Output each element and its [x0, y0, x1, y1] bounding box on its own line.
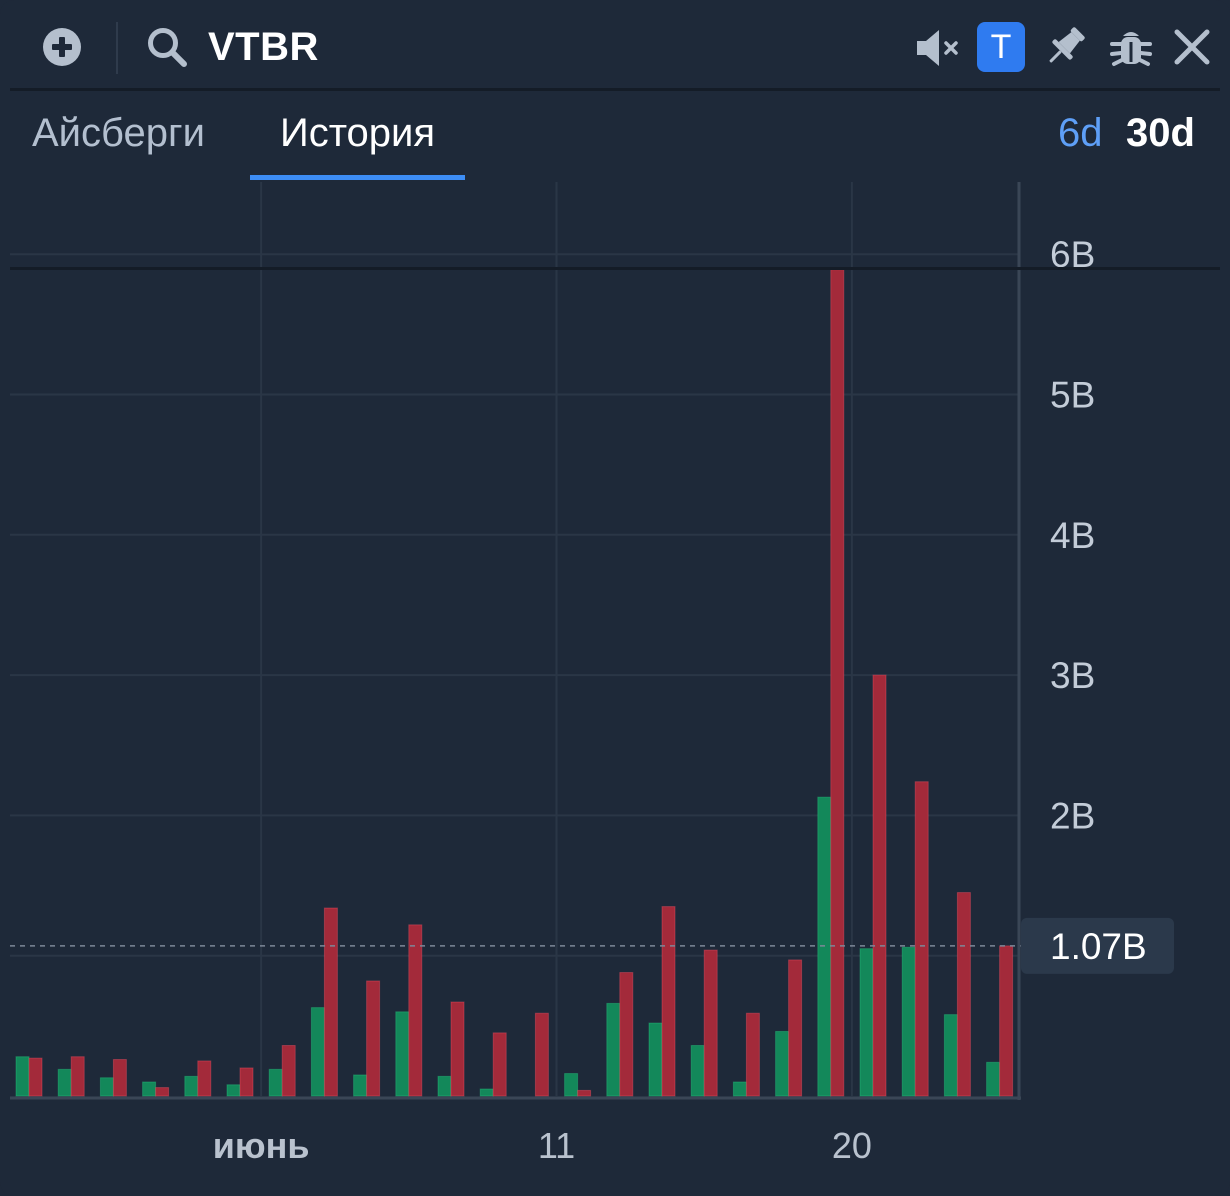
sell-bar	[956, 892, 971, 1097]
x-tick-label: 20	[832, 1125, 872, 1166]
y-tick-label: 3B	[1050, 655, 1095, 696]
sell-bar	[745, 1012, 760, 1097]
sell-bar	[366, 980, 381, 1097]
sell-bar	[323, 907, 338, 1097]
chart-bars	[15, 269, 1014, 1097]
mute-button[interactable]	[912, 24, 964, 72]
buy-bar	[395, 1011, 410, 1097]
range-6d-button[interactable]: 6d	[1058, 111, 1103, 155]
buy-bar	[732, 1081, 747, 1097]
tab-icebergs[interactable]: Айсберги	[32, 111, 205, 155]
sell-bar	[872, 674, 887, 1097]
sell-bar	[619, 972, 634, 1097]
sell-bar	[830, 269, 845, 1097]
y-tick-label: 4B	[1050, 515, 1095, 556]
close-icon	[1174, 29, 1210, 65]
x-tick-label: 11	[538, 1125, 575, 1166]
sell-bar	[408, 924, 423, 1097]
reference-badge	[1021, 917, 1174, 974]
close-button[interactable]	[1170, 24, 1214, 70]
buy-bar	[226, 1084, 241, 1097]
pin-icon	[1049, 27, 1085, 63]
header-divider	[116, 22, 118, 74]
y-tick-label: 5B	[1050, 375, 1095, 416]
buy-bar	[268, 1068, 283, 1097]
search-button[interactable]	[142, 22, 192, 72]
sell-bar	[661, 906, 676, 1097]
sell-bar	[281, 1044, 296, 1097]
speaker-muted-icon	[917, 30, 958, 66]
ticker-symbol[interactable]: VTBR	[208, 25, 319, 69]
sell-bar	[788, 959, 803, 1097]
tab-history[interactable]: История	[279, 111, 436, 155]
sell-bar	[197, 1060, 212, 1097]
buy-bar	[437, 1075, 452, 1097]
range-30d-button[interactable]: 30d	[1126, 111, 1195, 155]
sell-bar	[450, 1001, 465, 1097]
sell-bar	[112, 1059, 127, 1097]
sell-bar	[999, 945, 1014, 1097]
add-button[interactable]	[40, 25, 84, 69]
buy-bar	[901, 946, 916, 1097]
t-button[interactable]: T	[977, 22, 1025, 72]
buy-bar	[690, 1044, 705, 1097]
tabs-divider-line	[10, 267, 1220, 270]
sell-bar	[914, 781, 929, 1097]
sell-bar	[534, 1012, 549, 1097]
x-tick-label: июнь	[213, 1125, 310, 1166]
sell-bar	[28, 1057, 43, 1097]
buy-bar	[184, 1075, 199, 1097]
buy-bar	[479, 1088, 494, 1097]
buy-bar	[564, 1073, 579, 1097]
buy-bar	[859, 948, 874, 1097]
plus-circle-icon	[43, 28, 81, 66]
chart-grid	[10, 182, 1019, 1096]
sell-bar	[70, 1056, 85, 1097]
sell-bar	[239, 1067, 254, 1097]
search-icon	[148, 28, 187, 67]
buy-bar	[15, 1056, 30, 1097]
buy-bar	[606, 1002, 621, 1097]
buy-bar	[648, 1022, 663, 1097]
header-divider-line	[10, 88, 1220, 91]
sell-bar	[577, 1089, 592, 1097]
buy-bar	[943, 1014, 958, 1097]
sell-bar	[492, 1032, 507, 1097]
buy-bar	[99, 1077, 114, 1097]
tab-bar: Айсберги История 6d 30d	[0, 91, 1230, 270]
buy-bar	[353, 1074, 368, 1097]
buy-bar	[775, 1030, 790, 1097]
active-tab-indicator	[250, 175, 465, 180]
sell-bar	[155, 1087, 170, 1097]
reference-label: 1.07B	[1050, 926, 1147, 967]
bug-icon	[1110, 32, 1152, 66]
buy-bar	[57, 1068, 72, 1097]
buy-bar	[142, 1081, 157, 1097]
buy-bar	[986, 1061, 1001, 1097]
y-tick-label: 2B	[1050, 795, 1095, 836]
buy-bar	[310, 1007, 325, 1097]
sell-bar	[703, 949, 718, 1097]
pin-button[interactable]	[1040, 22, 1090, 72]
debug-button[interactable]	[1106, 22, 1156, 72]
header-bar: VTBR T	[0, 0, 1230, 88]
